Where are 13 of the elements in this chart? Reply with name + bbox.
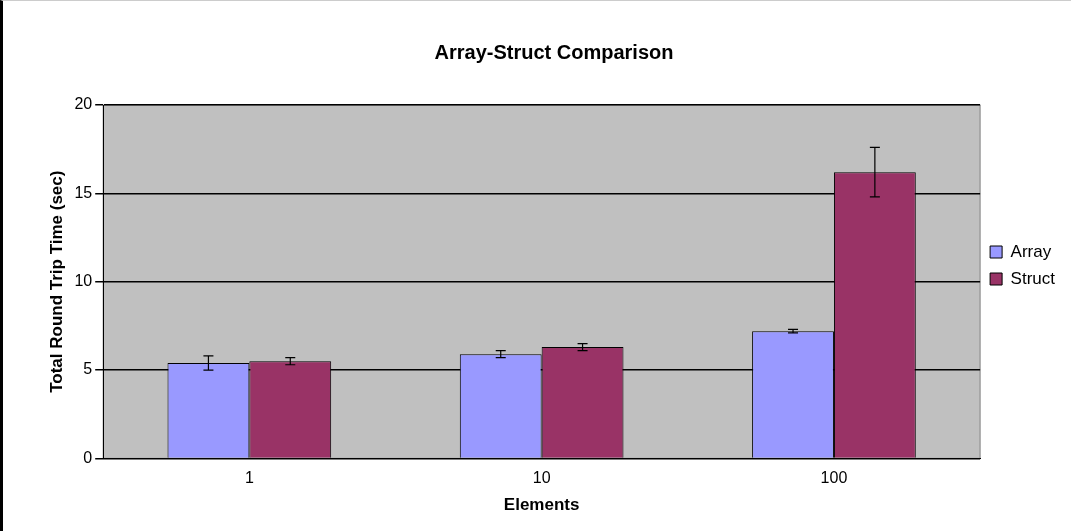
- x-tick-label: 10: [532, 469, 551, 487]
- y-tick-label: 5: [83, 360, 93, 378]
- x-axis-title: Elements: [503, 495, 580, 515]
- chart-title: Array-Struct Comparison: [434, 40, 674, 63]
- y-tick-label: 15: [74, 183, 93, 201]
- legend-label: Array: [1010, 241, 1052, 261]
- y-tick-label: 20: [74, 95, 93, 113]
- x-tick-label: 100: [820, 469, 848, 487]
- y-axis-title: Total Round Trip Time (sec): [46, 170, 66, 393]
- x-tick-label: 1: [244, 469, 254, 487]
- y-tick-label: 0: [83, 448, 93, 466]
- legend-label: Struct: [1010, 268, 1056, 288]
- y-tick-label: 10: [74, 272, 93, 290]
